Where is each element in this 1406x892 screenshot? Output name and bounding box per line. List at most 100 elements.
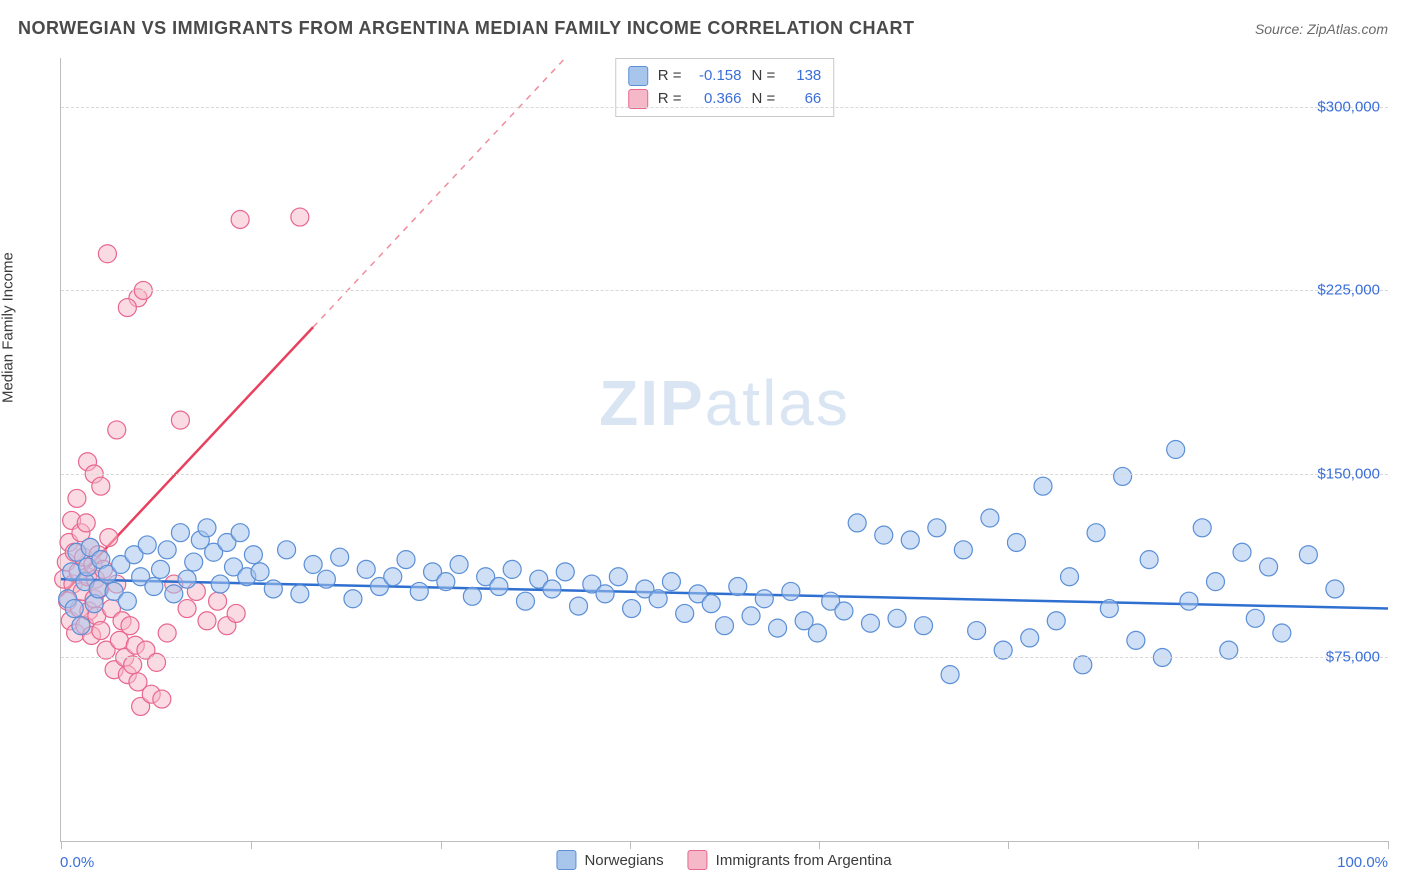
pink-point bbox=[291, 208, 309, 226]
blue-point bbox=[543, 580, 561, 598]
pink-point bbox=[178, 600, 196, 618]
blue-point bbox=[1193, 519, 1211, 537]
blue-point bbox=[490, 578, 508, 596]
chart-title: NORWEGIAN VS IMMIGRANTS FROM ARGENTINA M… bbox=[18, 18, 915, 39]
y-tick-label: $75,000 bbox=[1326, 649, 1380, 666]
blue-point bbox=[72, 617, 90, 635]
pink-point bbox=[118, 299, 136, 317]
blue-point bbox=[1127, 631, 1145, 649]
blue-point bbox=[556, 563, 574, 581]
blue-point bbox=[742, 607, 760, 625]
blue-point bbox=[291, 585, 309, 603]
pink-point bbox=[198, 612, 216, 630]
blue-point bbox=[848, 514, 866, 532]
pink-point bbox=[92, 477, 110, 495]
blue-point bbox=[185, 553, 203, 571]
blue-point bbox=[138, 536, 156, 554]
blue-point bbox=[1021, 629, 1039, 647]
blue-point bbox=[676, 604, 694, 622]
blue-point bbox=[1273, 624, 1291, 642]
pink-point bbox=[153, 690, 171, 708]
blue-point bbox=[1007, 533, 1025, 551]
blue-point bbox=[662, 573, 680, 591]
x-tick bbox=[441, 841, 442, 849]
pink-trendline-extrapolated bbox=[313, 58, 565, 327]
blue-point bbox=[1246, 609, 1264, 627]
blue-point bbox=[596, 585, 614, 603]
legend-label-pink: Immigrants from Argentina bbox=[716, 852, 892, 869]
blue-point bbox=[835, 602, 853, 620]
blue-point bbox=[570, 597, 588, 615]
blue-point bbox=[410, 582, 428, 600]
blue-point bbox=[901, 531, 919, 549]
x-axis-row: 0.0% Norwegians Immigrants from Argentin… bbox=[60, 852, 1388, 876]
r-value-blue: -0.158 bbox=[692, 65, 742, 88]
plot-region: ZIPatlas R = -0.158 N = 138 R = 0.366 N … bbox=[60, 58, 1388, 842]
blue-point bbox=[251, 563, 269, 581]
chart-area: Median Family Income ZIPatlas R = -0.158… bbox=[18, 58, 1388, 882]
blue-point bbox=[861, 614, 879, 632]
pink-point bbox=[231, 210, 249, 228]
blue-point bbox=[769, 619, 787, 637]
pink-point bbox=[209, 592, 227, 610]
blue-point bbox=[1034, 477, 1052, 495]
blue-point bbox=[278, 541, 296, 559]
blue-point bbox=[231, 524, 249, 542]
blue-point bbox=[1114, 467, 1132, 485]
blue-point bbox=[171, 524, 189, 542]
pink-point bbox=[158, 624, 176, 642]
stats-legend-box: R = -0.158 N = 138 R = 0.366 N = 66 bbox=[615, 58, 835, 117]
blue-point bbox=[145, 578, 163, 596]
swatch-pink-icon bbox=[628, 89, 648, 109]
x-axis-min-label: 0.0% bbox=[60, 854, 94, 871]
y-axis-label: Median Family Income bbox=[0, 252, 17, 403]
blue-point bbox=[178, 570, 196, 588]
blue-point bbox=[702, 595, 720, 613]
gridline bbox=[61, 657, 1388, 658]
blue-point bbox=[331, 548, 349, 566]
blue-point bbox=[437, 573, 455, 591]
blue-point bbox=[516, 592, 534, 610]
x-axis-max-label: 100.0% bbox=[1337, 854, 1388, 871]
legend-item-pink: Immigrants from Argentina bbox=[688, 850, 892, 870]
blue-point bbox=[1180, 592, 1198, 610]
blue-point bbox=[357, 560, 375, 578]
blue-point bbox=[808, 624, 826, 642]
blue-point bbox=[450, 556, 468, 574]
x-tick bbox=[61, 841, 62, 849]
x-tick bbox=[630, 841, 631, 849]
blue-point bbox=[317, 570, 335, 588]
blue-point bbox=[463, 587, 481, 605]
pink-point bbox=[98, 245, 116, 263]
pink-point bbox=[124, 656, 142, 674]
blue-point bbox=[1206, 573, 1224, 591]
blue-point bbox=[65, 600, 83, 618]
blue-point bbox=[1220, 641, 1238, 659]
pink-point bbox=[68, 489, 86, 507]
x-tick bbox=[1008, 841, 1009, 849]
blue-point bbox=[981, 509, 999, 527]
blue-point bbox=[264, 580, 282, 598]
x-tick bbox=[1198, 841, 1199, 849]
pink-point bbox=[171, 411, 189, 429]
pink-point bbox=[227, 604, 245, 622]
blue-point bbox=[384, 568, 402, 586]
y-tick-label: $300,000 bbox=[1317, 98, 1380, 115]
blue-point bbox=[165, 585, 183, 603]
blue-point bbox=[915, 617, 933, 635]
x-tick bbox=[1388, 841, 1389, 849]
blue-point bbox=[888, 609, 906, 627]
blue-point bbox=[304, 556, 322, 574]
pink-point bbox=[148, 653, 166, 671]
blue-point bbox=[344, 590, 362, 608]
pink-point bbox=[92, 622, 110, 640]
blue-point bbox=[198, 519, 216, 537]
blue-point bbox=[875, 526, 893, 544]
swatch-blue-icon bbox=[628, 66, 648, 86]
blue-point bbox=[994, 641, 1012, 659]
blue-point bbox=[755, 590, 773, 608]
blue-point bbox=[1260, 558, 1278, 576]
blue-point bbox=[649, 590, 667, 608]
pink-point bbox=[77, 514, 95, 532]
swatch-pink-icon bbox=[688, 850, 708, 870]
